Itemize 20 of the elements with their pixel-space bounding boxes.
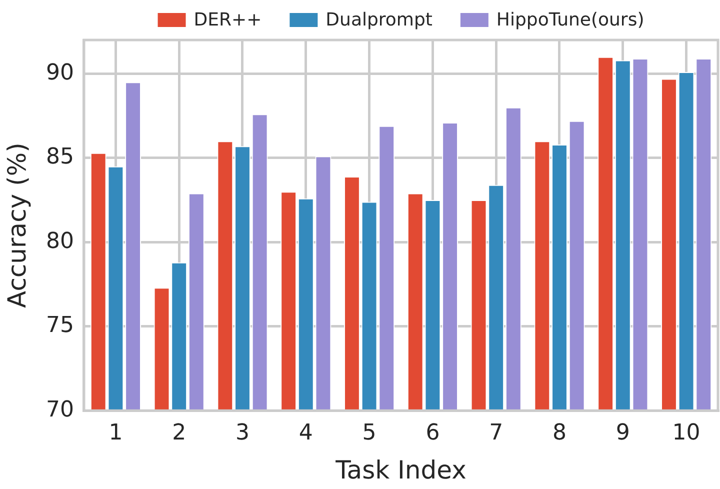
x-tick-label: 7 (489, 420, 504, 446)
x-tick-label: 2 (172, 420, 186, 446)
x-tick-label: 9 (616, 420, 630, 446)
x-tick-label: 6 (426, 420, 440, 446)
legend-label: DER++ (194, 10, 262, 31)
legend-label: HippoTune(ours) (496, 10, 644, 31)
x-tick-label: 5 (362, 420, 376, 446)
x-tick-label: 10 (672, 420, 700, 446)
y-tick-label: 85 (46, 144, 74, 170)
y-tick-label: 75 (46, 313, 74, 338)
x-tick-label: 4 (298, 420, 313, 446)
y-tick-label: 90 (46, 60, 74, 86)
x-tick-label: 8 (552, 420, 566, 446)
y-axis-title: Accuracy (%) (2, 142, 32, 308)
legend-label: Dualprompt (326, 10, 432, 31)
x-tick-label: 3 (235, 420, 250, 446)
x-tick-label: 1 (108, 420, 123, 446)
y-tick-label: 70 (46, 397, 74, 422)
y-tick-label: 80 (46, 228, 74, 254)
x-axis-title: Task Index (334, 456, 466, 484)
